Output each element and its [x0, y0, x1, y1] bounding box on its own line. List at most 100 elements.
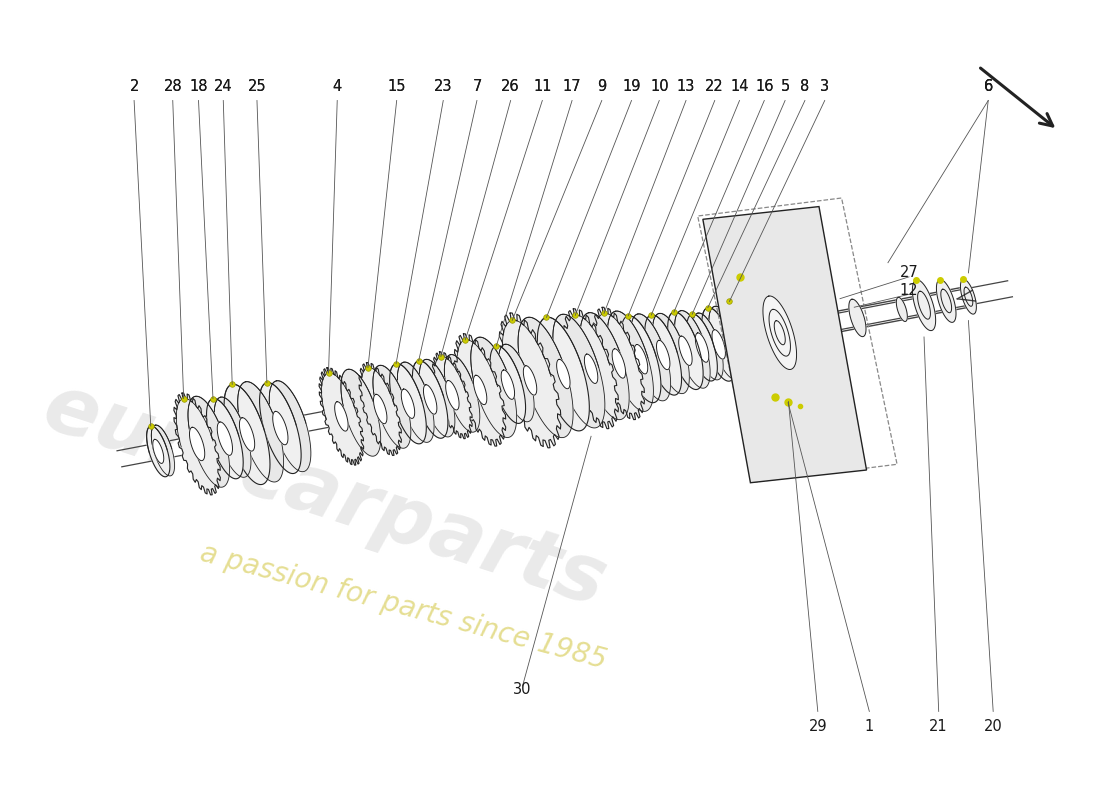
- Polygon shape: [940, 289, 952, 313]
- Text: 3: 3: [821, 79, 829, 94]
- Polygon shape: [712, 330, 725, 359]
- Polygon shape: [917, 291, 931, 319]
- Text: 22: 22: [705, 79, 724, 94]
- Polygon shape: [621, 316, 661, 402]
- Text: 17: 17: [563, 79, 582, 94]
- Polygon shape: [260, 382, 301, 474]
- Text: 22: 22: [705, 79, 724, 94]
- Polygon shape: [502, 370, 515, 399]
- Text: 4: 4: [332, 79, 342, 94]
- Polygon shape: [432, 352, 472, 438]
- Polygon shape: [553, 314, 605, 428]
- Polygon shape: [566, 313, 624, 372]
- Polygon shape: [260, 381, 306, 431]
- Polygon shape: [652, 314, 690, 394]
- Polygon shape: [359, 362, 402, 455]
- Text: a passion for parts since 1985: a passion for parts since 1985: [197, 538, 609, 674]
- Polygon shape: [491, 346, 526, 423]
- Polygon shape: [412, 361, 448, 438]
- Polygon shape: [189, 427, 205, 461]
- Text: 11: 11: [534, 79, 551, 94]
- Polygon shape: [176, 396, 224, 447]
- Polygon shape: [723, 300, 763, 342]
- Text: 14: 14: [730, 79, 749, 94]
- Polygon shape: [341, 370, 381, 456]
- Polygon shape: [657, 340, 670, 370]
- Text: 9: 9: [597, 79, 606, 94]
- Polygon shape: [702, 306, 738, 347]
- Polygon shape: [734, 326, 748, 355]
- Polygon shape: [518, 318, 573, 438]
- Polygon shape: [373, 366, 411, 448]
- Text: 18: 18: [189, 79, 208, 94]
- Polygon shape: [207, 398, 243, 478]
- Polygon shape: [503, 318, 566, 385]
- Polygon shape: [240, 418, 255, 451]
- Polygon shape: [214, 397, 251, 478]
- Text: 30: 30: [514, 682, 531, 698]
- Text: 19: 19: [623, 79, 641, 94]
- Text: 23: 23: [434, 79, 452, 94]
- Text: 7: 7: [472, 79, 482, 94]
- Polygon shape: [224, 382, 278, 438]
- Polygon shape: [454, 334, 506, 446]
- Polygon shape: [217, 422, 232, 455]
- Polygon shape: [702, 308, 736, 381]
- Polygon shape: [524, 366, 537, 395]
- Polygon shape: [635, 345, 648, 374]
- Polygon shape: [471, 337, 517, 438]
- Text: 15: 15: [387, 79, 406, 94]
- Polygon shape: [174, 393, 220, 495]
- Polygon shape: [499, 313, 561, 448]
- Polygon shape: [645, 315, 682, 395]
- Polygon shape: [374, 394, 387, 424]
- Text: 12: 12: [900, 283, 918, 298]
- Text: 24: 24: [214, 79, 232, 94]
- Polygon shape: [896, 298, 907, 322]
- Polygon shape: [321, 370, 376, 419]
- Polygon shape: [722, 297, 761, 383]
- Polygon shape: [389, 362, 430, 406]
- Polygon shape: [491, 344, 530, 387]
- Polygon shape: [679, 336, 692, 366]
- Text: 13: 13: [676, 79, 695, 94]
- Text: 17: 17: [563, 79, 582, 94]
- Polygon shape: [593, 307, 645, 420]
- Polygon shape: [674, 310, 711, 388]
- Polygon shape: [146, 426, 169, 477]
- Polygon shape: [686, 313, 719, 350]
- Polygon shape: [152, 425, 175, 476]
- Text: 28: 28: [164, 79, 183, 94]
- Text: 2: 2: [130, 79, 139, 94]
- Polygon shape: [708, 306, 742, 380]
- Text: 2: 2: [130, 79, 139, 94]
- Polygon shape: [419, 359, 455, 437]
- Text: 10: 10: [650, 79, 669, 94]
- Polygon shape: [397, 362, 434, 442]
- Polygon shape: [584, 354, 597, 383]
- Polygon shape: [153, 439, 164, 463]
- Text: 18: 18: [189, 79, 208, 94]
- Text: 15: 15: [387, 79, 406, 94]
- Polygon shape: [849, 299, 866, 337]
- Polygon shape: [596, 311, 648, 366]
- Text: 3: 3: [821, 79, 829, 94]
- Text: 8: 8: [801, 79, 810, 94]
- Polygon shape: [224, 384, 270, 485]
- Text: 28: 28: [164, 79, 183, 94]
- Polygon shape: [645, 314, 685, 358]
- Polygon shape: [424, 385, 437, 414]
- Text: 16: 16: [755, 79, 773, 94]
- Text: 6: 6: [983, 79, 993, 94]
- Polygon shape: [936, 279, 956, 322]
- Text: 21: 21: [930, 719, 948, 734]
- Text: 8: 8: [801, 79, 810, 94]
- Text: 16: 16: [755, 79, 773, 94]
- Polygon shape: [361, 366, 406, 412]
- Polygon shape: [607, 311, 653, 411]
- Polygon shape: [564, 309, 618, 429]
- Polygon shape: [402, 389, 415, 418]
- Text: 27: 27: [900, 266, 918, 280]
- Polygon shape: [146, 425, 172, 453]
- Text: 20: 20: [983, 719, 1002, 734]
